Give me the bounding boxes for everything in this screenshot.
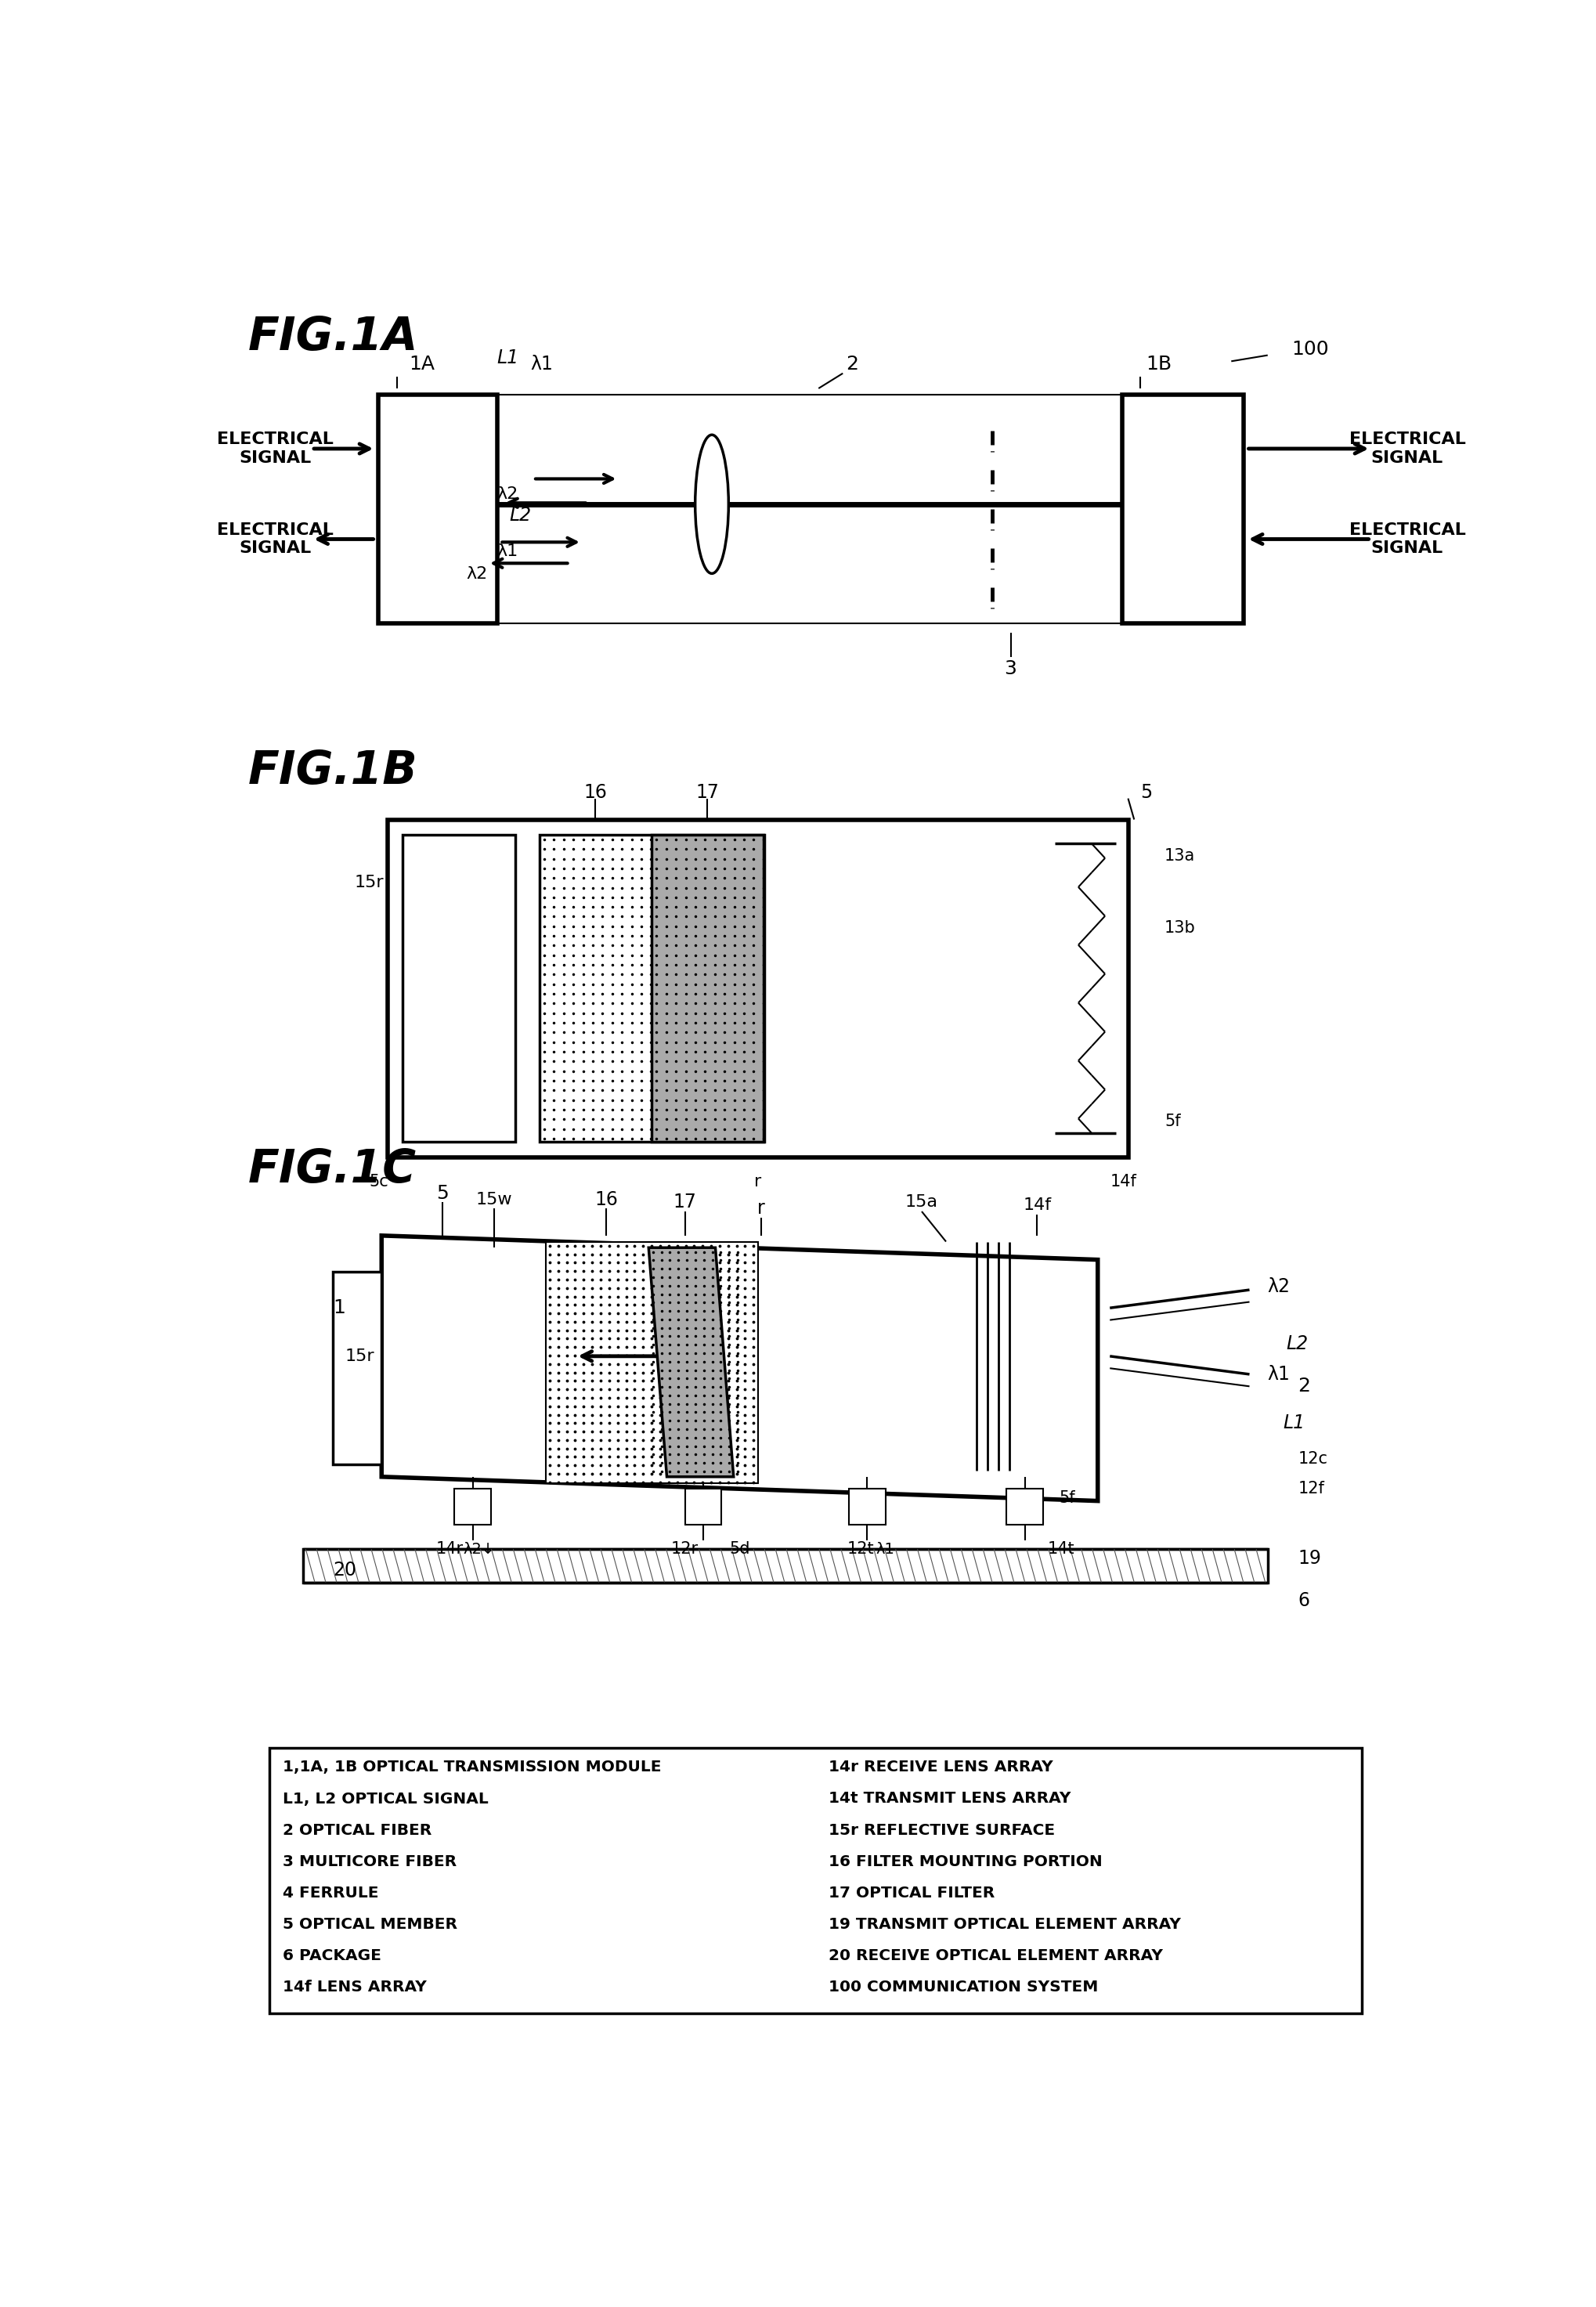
Text: λ2: λ2: [466, 565, 488, 581]
Bar: [546, 1241, 758, 1483]
Text: 17: 17: [674, 1193, 697, 1211]
Bar: [334, 1271, 381, 1465]
Text: λ2: λ2: [1267, 1278, 1291, 1297]
Text: 2: 2: [1298, 1377, 1310, 1396]
Text: 19: 19: [1298, 1548, 1321, 1566]
Bar: [270, 1749, 1361, 2014]
Text: λ2↓: λ2↓: [463, 1541, 495, 1557]
Text: 13b: 13b: [1165, 920, 1195, 937]
Text: 14t: 14t: [1047, 1541, 1074, 1557]
Text: 15r REFLECTIVE SURFACE: 15r REFLECTIVE SURFACE: [828, 1823, 1055, 1839]
Text: 2: 2: [846, 355, 859, 374]
Text: 5d: 5d: [729, 1541, 750, 1557]
Text: 5: 5: [436, 1183, 448, 1202]
Text: 19 TRANSMIT OPTICAL ELEMENT ARRAY: 19 TRANSMIT OPTICAL ELEMENT ARRAY: [828, 1917, 1181, 1931]
Text: 1: 1: [334, 1299, 345, 1317]
Bar: [303, 1548, 1267, 1583]
Text: 1A: 1A: [409, 355, 434, 374]
Text: 15r: 15r: [354, 874, 383, 891]
Bar: [1122, 394, 1243, 623]
Text: 5 OPTICAL MEMBER: 5 OPTICAL MEMBER: [282, 1917, 458, 1931]
Text: 14f LENS ARRAY: 14f LENS ARRAY: [282, 1979, 426, 1993]
Text: 3 MULTICORE FIBER: 3 MULTICORE FIBER: [282, 1855, 456, 1869]
Text: L2: L2: [509, 505, 531, 524]
Polygon shape: [648, 1248, 734, 1476]
Text: 14f: 14f: [1109, 1174, 1136, 1188]
Bar: [1007, 1488, 1044, 1525]
Text: ELECTRICAL
SIGNAL: ELECTRICAL SIGNAL: [217, 521, 334, 556]
Text: 16: 16: [594, 1190, 618, 1209]
Text: L1: L1: [1283, 1414, 1306, 1433]
Text: 13a: 13a: [1165, 849, 1195, 863]
Bar: [455, 1488, 492, 1525]
Text: 2 OPTICAL FIBER: 2 OPTICAL FIBER: [282, 1823, 431, 1839]
Bar: [388, 819, 1128, 1158]
Text: 15w: 15w: [476, 1193, 512, 1207]
Text: 16 FILTER MOUNTING PORTION: 16 FILTER MOUNTING PORTION: [828, 1855, 1103, 1869]
Ellipse shape: [696, 434, 728, 574]
Text: FIG.1A: FIG.1A: [247, 314, 418, 360]
Text: r: r: [755, 1174, 761, 1188]
Text: 16: 16: [584, 782, 606, 803]
Bar: [539, 835, 764, 1142]
Text: 3: 3: [1004, 660, 1017, 678]
Bar: [685, 1488, 721, 1525]
Text: 12f: 12f: [1298, 1481, 1325, 1497]
Bar: [378, 394, 496, 623]
Text: FIG.1C: FIG.1C: [247, 1147, 417, 1193]
Text: 4 FERRULE: 4 FERRULE: [282, 1885, 378, 1901]
Text: 20 RECEIVE OPTICAL ELEMENT ARRAY: 20 RECEIVE OPTICAL ELEMENT ARRAY: [828, 1947, 1163, 1963]
Text: 14r: 14r: [436, 1541, 464, 1557]
Text: 1B: 1B: [1146, 355, 1171, 374]
Polygon shape: [381, 1237, 1098, 1502]
Text: L1, L2 OPTICAL SIGNAL: L1, L2 OPTICAL SIGNAL: [282, 1790, 488, 1806]
Text: λ2: λ2: [496, 487, 519, 501]
Text: 6 PACKAGE: 6 PACKAGE: [282, 1947, 381, 1963]
Text: 1,1A, 1B OPTICAL TRANSMISSION MODULE: 1,1A, 1B OPTICAL TRANSMISSION MODULE: [282, 1760, 661, 1774]
Text: 6: 6: [1298, 1592, 1310, 1610]
Text: 12r: 12r: [672, 1541, 699, 1557]
Text: 17: 17: [696, 782, 720, 803]
Text: L1: L1: [496, 348, 519, 367]
Text: ELECTRICAL
SIGNAL: ELECTRICAL SIGNAL: [1349, 521, 1465, 556]
Text: 12t: 12t: [847, 1541, 875, 1557]
Text: 15r: 15r: [345, 1347, 375, 1363]
Text: 20: 20: [334, 1562, 356, 1580]
Text: L2: L2: [1286, 1336, 1307, 1354]
Text: ELECTRICAL
SIGNAL: ELECTRICAL SIGNAL: [217, 431, 334, 466]
Text: 14r RECEIVE LENS ARRAY: 14r RECEIVE LENS ARRAY: [828, 1760, 1053, 1774]
Text: ELECTRICAL
SIGNAL: ELECTRICAL SIGNAL: [1349, 431, 1465, 466]
Text: 5c: 5c: [369, 1174, 389, 1188]
Text: 15a: 15a: [905, 1195, 938, 1211]
Text: FIG.1B: FIG.1B: [247, 750, 418, 794]
Text: λ1: λ1: [876, 1541, 895, 1557]
Text: 100: 100: [1291, 339, 1329, 358]
Text: λ1: λ1: [1267, 1366, 1290, 1384]
Text: 12c: 12c: [1298, 1451, 1328, 1467]
Text: 100 COMMUNICATION SYSTEM: 100 COMMUNICATION SYSTEM: [828, 1979, 1098, 1993]
Bar: [849, 1488, 886, 1525]
Text: λ1: λ1: [530, 355, 552, 374]
Text: 5f: 5f: [1165, 1114, 1181, 1128]
Text: 5f: 5f: [1060, 1490, 1076, 1506]
Text: 14t TRANSMIT LENS ARRAY: 14t TRANSMIT LENS ARRAY: [828, 1790, 1071, 1806]
Text: λ1: λ1: [496, 544, 519, 558]
Text: 5: 5: [1140, 782, 1152, 803]
Text: 17 OPTICAL FILTER: 17 OPTICAL FILTER: [828, 1885, 994, 1901]
Text: 14f: 14f: [1023, 1197, 1052, 1213]
Text: r: r: [757, 1200, 764, 1218]
Bar: [402, 835, 516, 1142]
Bar: [651, 835, 764, 1142]
